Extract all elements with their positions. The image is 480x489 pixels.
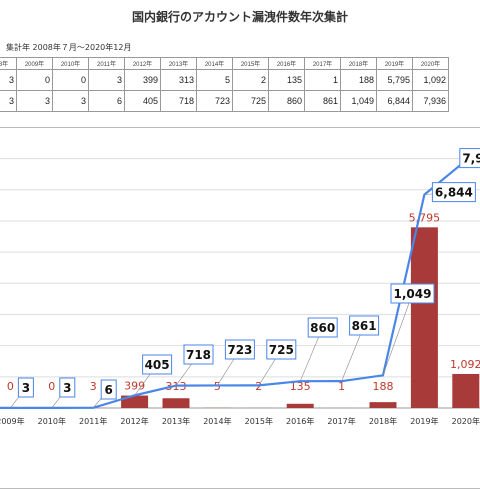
bar-value-label: 3	[90, 380, 97, 393]
line-value-label: 718	[186, 348, 211, 362]
x-tick-label: 2011年	[79, 416, 107, 426]
x-tick-label: 2014年	[203, 416, 231, 426]
line-value-label: 860	[310, 321, 335, 335]
x-tick-label: 2013年	[162, 416, 190, 426]
x-tick-label: 2018年	[369, 416, 397, 426]
bar-value-label: 1,092	[450, 358, 480, 371]
bar	[287, 404, 314, 408]
line-value-label: 3	[63, 381, 71, 395]
x-tick-label: 2012年	[120, 416, 148, 426]
bar-value-label: 0	[48, 380, 55, 393]
callout-leader	[383, 294, 413, 376]
x-tick-label: 2015年	[245, 416, 273, 426]
bar-value-label: 5,795	[409, 211, 441, 224]
bar-value-label: 188	[373, 380, 394, 393]
bar	[411, 227, 438, 408]
x-tick-label: 2016年	[286, 416, 314, 426]
x-tick-label: 2020年	[452, 416, 480, 426]
x-tick-label: 2010年	[38, 416, 66, 426]
line-value-label: 7,936	[462, 152, 480, 166]
bar-value-label: 399	[124, 380, 145, 393]
bar	[163, 398, 190, 408]
line-value-label: 725	[269, 343, 294, 357]
line-value-label: 3	[22, 381, 30, 395]
bar	[452, 374, 479, 408]
line-value-label: 1,049	[394, 287, 432, 301]
x-tick-label: 2017年	[327, 416, 355, 426]
bar-value-label: 0	[7, 380, 14, 393]
line-value-label: 6	[105, 383, 113, 397]
bar	[370, 402, 397, 408]
line-value-label: 6,844	[435, 186, 473, 200]
line-value-label: 405	[145, 358, 170, 372]
line-value-label: 861	[352, 319, 377, 333]
line-value-label: 723	[227, 343, 252, 357]
x-tick-label: 2019年	[410, 416, 438, 426]
x-tick-label: 2009年	[0, 416, 25, 426]
